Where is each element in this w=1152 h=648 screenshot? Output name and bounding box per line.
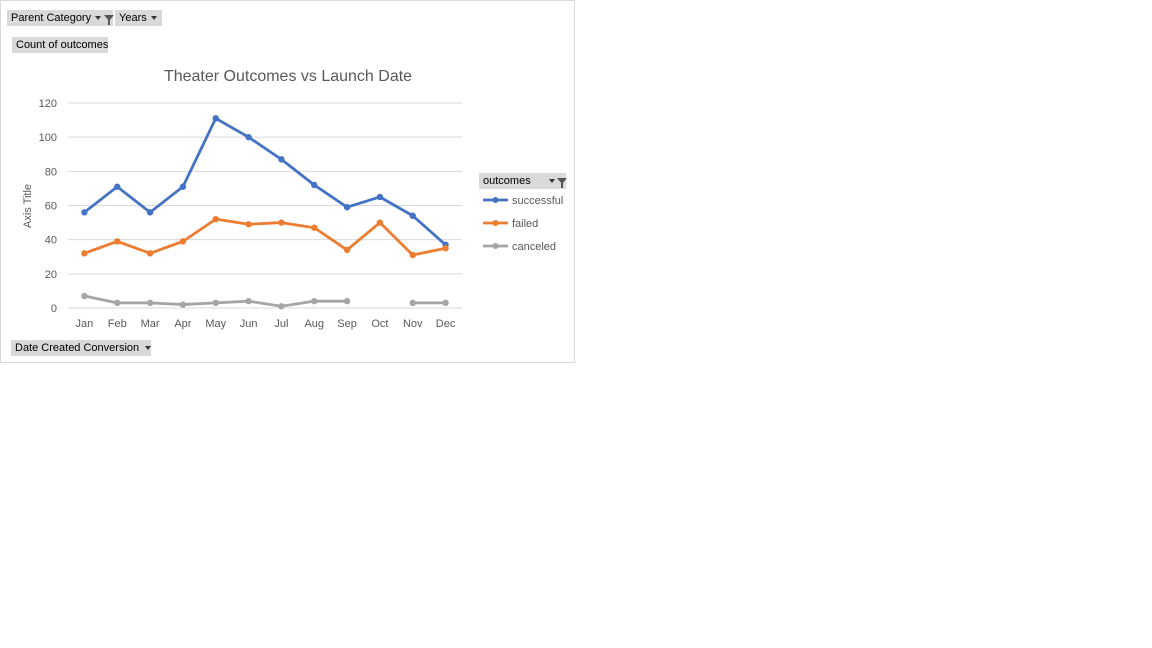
funnel-icon[interactable] bbox=[104, 15, 115, 26]
chevron-down-icon bbox=[150, 16, 157, 21]
x-tick-label: Sep bbox=[337, 318, 357, 330]
y-tick-label: 80 bbox=[45, 166, 57, 178]
data-point-canceled[interactable] bbox=[146, 299, 154, 307]
legend: successful failed canceled bbox=[483, 195, 563, 253]
x-tick-label: Jul bbox=[274, 318, 288, 330]
data-point-failed[interactable] bbox=[311, 224, 318, 231]
outcomes-label: outcomes bbox=[483, 175, 531, 187]
x-tick-label: Feb bbox=[108, 318, 127, 330]
series-failed[interactable] bbox=[81, 215, 449, 259]
data-point-successful[interactable] bbox=[114, 183, 121, 190]
y-tick-label: 120 bbox=[39, 98, 57, 110]
data-point-successful[interactable] bbox=[343, 204, 351, 211]
count-of-outcomes-field-button[interactable]: Count of outcomes bbox=[12, 37, 108, 53]
data-point-successful[interactable] bbox=[278, 156, 285, 163]
data-point-canceled[interactable] bbox=[442, 299, 449, 307]
parent-category-field-button[interactable]: Parent Category bbox=[7, 10, 115, 26]
legend-marker-canceled bbox=[492, 243, 499, 249]
x-tick-label: Mar bbox=[141, 318, 160, 330]
data-point-failed[interactable] bbox=[114, 238, 121, 245]
x-tick-label: Nov bbox=[403, 318, 423, 330]
data-point-successful[interactable] bbox=[81, 209, 88, 216]
y-axis-title: Axis Title bbox=[22, 184, 34, 228]
x-tick-label: Jan bbox=[76, 318, 94, 330]
y-tick-label: 0 bbox=[51, 303, 57, 315]
x-tick-label: Oct bbox=[371, 318, 388, 330]
legend-entry-canceled[interactable]: canceled bbox=[512, 241, 556, 253]
data-point-canceled[interactable] bbox=[343, 297, 351, 305]
legend-marker-successful bbox=[492, 197, 499, 203]
data-point-canceled[interactable] bbox=[212, 299, 219, 307]
x-tick-label: May bbox=[205, 318, 226, 330]
series-canceled[interactable] bbox=[81, 292, 449, 310]
data-point-successful[interactable] bbox=[376, 193, 384, 201]
line-chart: Theater Outcomes vs Launch Date Axis Tit… bbox=[22, 68, 563, 330]
data-point-failed[interactable] bbox=[81, 250, 88, 257]
gridlines bbox=[68, 102, 462, 309]
data-point-successful[interactable] bbox=[245, 133, 252, 141]
series-successful[interactable] bbox=[81, 115, 449, 248]
y-axis-ticks: 0 20 40 60 80 100 120 bbox=[39, 98, 57, 315]
chart-area[interactable]: Parent Category Years Count of outcomes … bbox=[0, 0, 575, 363]
data-point-failed[interactable] bbox=[212, 215, 219, 223]
data-point-failed[interactable] bbox=[245, 221, 252, 228]
data-point-failed[interactable] bbox=[278, 219, 285, 226]
data-point-successful[interactable] bbox=[212, 115, 219, 122]
years-label: Years bbox=[119, 12, 147, 24]
data-point-canceled[interactable] bbox=[278, 303, 285, 310]
chevron-down-icon bbox=[145, 346, 152, 351]
data-point-successful[interactable] bbox=[311, 181, 318, 189]
data-point-successful[interactable] bbox=[409, 212, 416, 219]
y-tick-label: 20 bbox=[45, 269, 57, 281]
data-point-failed[interactable] bbox=[146, 250, 154, 257]
series-line-failed bbox=[83, 217, 447, 257]
data-point-canceled[interactable] bbox=[179, 301, 187, 308]
x-tick-label: Jun bbox=[240, 318, 258, 330]
funnel-icon[interactable] bbox=[556, 178, 567, 189]
x-axis-ticks: Jan Feb Mar Apr May Jun Jul Aug Sep Oct Nov Dec bbox=[76, 318, 456, 330]
y-tick-label: 100 bbox=[39, 132, 57, 144]
data-point-failed[interactable] bbox=[179, 238, 187, 245]
data-point-successful[interactable] bbox=[179, 183, 187, 190]
data-point-failed[interactable] bbox=[343, 246, 351, 254]
data-point-canceled[interactable] bbox=[245, 297, 252, 305]
y-tick-label: 40 bbox=[45, 235, 57, 247]
series-line-successful bbox=[83, 116, 447, 247]
data-point-successful[interactable] bbox=[146, 209, 154, 216]
data-point-canceled[interactable] bbox=[311, 297, 318, 305]
x-tick-label: Apr bbox=[174, 318, 191, 330]
data-point-failed[interactable] bbox=[409, 251, 416, 259]
x-tick-label: Dec bbox=[436, 318, 456, 330]
outcomes-legend-field-button[interactable]: outcomes bbox=[479, 173, 567, 189]
x-tick-label: Aug bbox=[304, 318, 324, 330]
legend-entry-successful[interactable]: successful bbox=[512, 195, 563, 207]
legend-marker-failed bbox=[492, 220, 499, 226]
data-point-canceled[interactable] bbox=[81, 292, 88, 300]
chart-title: Theater Outcomes vs Launch Date bbox=[164, 68, 412, 85]
count-of-outcomes-label: Count of outcomes bbox=[16, 39, 109, 51]
data-point-failed[interactable] bbox=[442, 245, 449, 252]
chevron-down-icon bbox=[95, 16, 102, 21]
data-point-canceled[interactable] bbox=[114, 299, 121, 307]
chevron-down-icon bbox=[548, 179, 555, 184]
date-created-label: Date Created Conversion bbox=[15, 342, 140, 354]
data-point-failed[interactable] bbox=[376, 219, 384, 226]
data-point-canceled[interactable] bbox=[409, 299, 416, 307]
date-created-field-button[interactable]: Date Created Conversion bbox=[11, 340, 152, 356]
y-tick-label: 60 bbox=[45, 201, 57, 213]
parent-category-label: Parent Category bbox=[11, 12, 92, 24]
series-group bbox=[81, 115, 449, 310]
years-field-button[interactable]: Years bbox=[115, 10, 162, 26]
legend-entry-failed[interactable]: failed bbox=[512, 218, 538, 230]
